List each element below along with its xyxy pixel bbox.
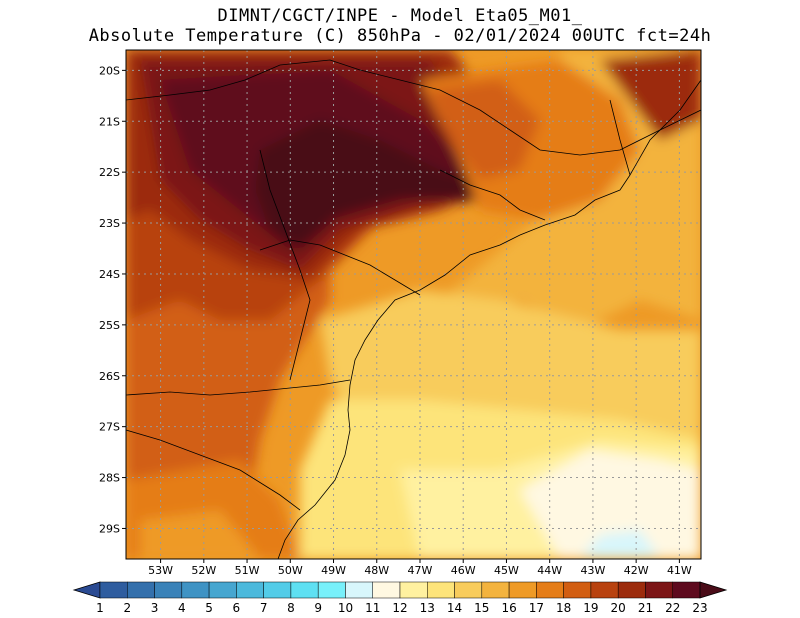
colorbar-label: 10 <box>338 601 353 615</box>
colorbar-label: 21 <box>638 601 653 615</box>
lat-tick-label: 26S <box>99 370 120 383</box>
colorbar-segment <box>427 581 455 599</box>
colorbar-max-arrow <box>699 581 728 599</box>
colorbar-segment <box>563 581 592 599</box>
lat-tick-label: 27S <box>99 421 120 434</box>
state-border-es <box>609 99 631 176</box>
colorbar-label: 5 <box>205 601 213 615</box>
lon-tick-label: 52W <box>191 564 216 577</box>
lat-tick-label: 29S <box>99 522 120 535</box>
coastline-and-borders <box>126 59 701 559</box>
colorbar-min-arrow <box>72 581 101 599</box>
colorbar-label: 19 <box>583 601 598 615</box>
colorbar-label: 1 <box>96 601 104 615</box>
latitude-axis: 20S 21S 22S 23S 24S 25S 26S 27S 28S 29S <box>99 64 126 535</box>
colorbar-segment <box>481 581 510 599</box>
lon-tick-label: 47W <box>408 564 433 577</box>
colorbar-label: 4 <box>178 601 186 615</box>
colorbar-segment <box>99 581 128 599</box>
state-border-mg-sp <box>126 59 701 156</box>
lat-tick-label: 22S <box>99 166 120 179</box>
colorbar-segment <box>617 581 646 599</box>
lon-tick-label: 46W <box>451 564 476 577</box>
colorbar-label: 15 <box>474 601 489 615</box>
state-border-rj <box>439 169 546 221</box>
colorbar-label: 3 <box>151 601 159 615</box>
map-title-line-2: Absolute Temperature (C) 850hPa - 02/01/… <box>88 26 712 46</box>
colorbar-label: 13 <box>420 601 435 615</box>
colorbar-label: 23 <box>692 601 707 615</box>
state-border-sc-rs <box>126 429 301 511</box>
lon-tick-label: 48W <box>364 564 389 577</box>
colorbar-segment <box>127 581 155 599</box>
lon-tick-label: 49W <box>321 564 346 577</box>
colorbar-segment <box>536 581 564 599</box>
lat-tick-label: 24S <box>99 268 120 281</box>
colorbar-segment <box>454 581 483 599</box>
colorbar-segment <box>208 581 237 599</box>
state-border-sp-pr <box>259 239 421 296</box>
colorbar-label: 18 <box>556 601 571 615</box>
lon-tick-label: 42W <box>624 564 649 577</box>
colorbar-label: 2 <box>123 601 131 615</box>
lon-tick-label: 45W <box>494 564 519 577</box>
colorbar-label: 9 <box>314 601 322 615</box>
lat-tick-label: 20S <box>99 64 120 77</box>
lon-tick-label: 50W <box>278 564 303 577</box>
colorbar-segment <box>236 581 264 599</box>
lon-tick-label: 51W <box>235 564 260 577</box>
state-border-pr-sc <box>126 379 351 396</box>
lon-tick-label: 53W <box>148 564 173 577</box>
colorbar-label: 14 <box>447 601 462 615</box>
colorbar-segment <box>590 581 619 599</box>
colorbar-segment <box>372 581 401 599</box>
lon-tick-label: 44W <box>537 564 562 577</box>
colorbar-label: 6 <box>233 601 241 615</box>
colorbar-segment <box>317 581 346 599</box>
map-frame <box>125 49 702 560</box>
colorbar-segment <box>672 581 701 599</box>
colorbar: 1 2 3 4 5 6 7 8 9 10 11 12 13 14 15 16 17 18 19 20 21 22 23 <box>72 581 728 615</box>
map-gridlines <box>126 50 701 559</box>
colorbar-segment <box>399 581 428 599</box>
colorbar-segment <box>154 581 183 599</box>
colorbar-segment <box>181 581 210 599</box>
longitude-axis: 53W 52W 51W 50W 49W 48W 47W 46W 45W 44W 43W 42W 41W <box>148 559 692 577</box>
temperature-field <box>126 50 701 559</box>
colorbar-segment <box>263 581 292 599</box>
lat-tick-label: 23S <box>99 217 120 230</box>
lat-tick-label: 21S <box>99 115 120 128</box>
river-border <box>259 149 311 381</box>
colorbar-segment <box>508 581 537 599</box>
lon-tick-label: 41W <box>667 564 692 577</box>
lat-tick-label: 25S <box>99 319 120 332</box>
colorbar-label: 7 <box>260 601 268 615</box>
colorbar-label: 16 <box>501 601 516 615</box>
colorbar-segment <box>290 581 319 599</box>
coastline <box>277 79 701 559</box>
colorbar-label: 17 <box>529 601 544 615</box>
map-title-line-1: DIMNT/CGCT/INPE - Model Eta05_M01_ <box>217 6 583 26</box>
colorbar-label: 22 <box>665 601 680 615</box>
lat-tick-label: 28S <box>99 472 120 485</box>
colorbar-segment <box>345 581 373 599</box>
colorbar-label: 20 <box>611 601 626 615</box>
colorbar-label: 8 <box>287 601 295 615</box>
lon-tick-label: 43W <box>580 564 605 577</box>
colorbar-segment <box>645 581 673 599</box>
colorbar-label: 11 <box>365 601 380 615</box>
colorbar-label: 12 <box>392 601 407 615</box>
